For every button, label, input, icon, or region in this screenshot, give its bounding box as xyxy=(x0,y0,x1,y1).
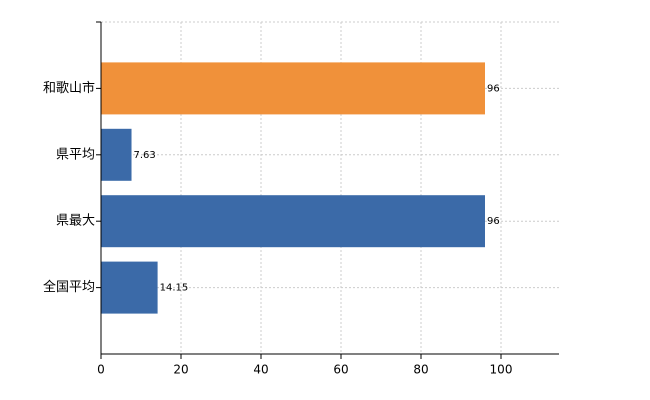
bar xyxy=(101,62,485,115)
value-label: 14.15 xyxy=(160,283,189,294)
x-tick-label: 20 xyxy=(173,363,188,377)
x-tick-label: 100 xyxy=(490,363,513,377)
bar xyxy=(101,195,485,248)
bar xyxy=(101,128,132,181)
value-label: 96 xyxy=(487,83,500,94)
y-tick-label: 全国平均 xyxy=(43,279,95,295)
x-tick-label: 0 xyxy=(97,363,105,377)
y-tick-label: 県平均 xyxy=(56,147,95,162)
x-tick-label: 40 xyxy=(253,363,268,377)
y-tick-label: 県最大 xyxy=(56,214,95,229)
y-tick-label: 和歌山市 xyxy=(43,80,95,96)
x-tick-label: 80 xyxy=(413,363,428,377)
bar xyxy=(101,261,158,314)
value-label: 7.63 xyxy=(134,150,156,161)
x-tick-label: 60 xyxy=(333,363,348,377)
value-label: 96 xyxy=(487,216,500,227)
